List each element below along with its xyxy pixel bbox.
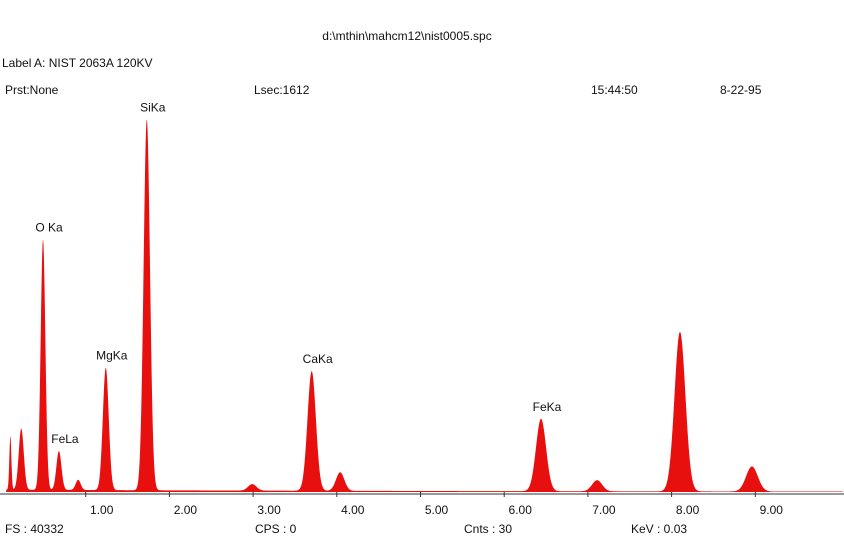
x-axis-ticks: 1.00 2.00 3.00 4.00 5.00 6.00 7.00 8.00 9.00 [85,492,784,517]
date: 8-22-95 [720,83,762,97]
x-tick-label: 7.00 [592,503,616,517]
time: 15:44:50 [591,83,638,97]
x-tick-label: 6.00 [509,503,533,517]
file-path: d:\mthin\mahcm12\nist0005.spc [322,29,491,43]
x-tick-label: 8.00 [676,503,700,517]
preset: Prst:None [5,83,59,97]
live-seconds: Lsec:1612 [254,83,310,97]
kev-readout: KeV : 0.03 [631,522,687,536]
plot-area [2,119,844,492]
x-tick-label: 1.00 [90,503,114,517]
x-tick-label: 3.00 [257,503,281,517]
peak-label: MgKa [96,349,128,363]
peak-label: FeLa [51,432,79,446]
x-tick-label: 4.00 [341,503,365,517]
peak-label: FeKa [533,400,562,414]
x-tick-label: 5.00 [425,503,449,517]
spectrum-area [2,119,844,492]
x-tick-label: 2.00 [174,503,198,517]
x-tick-label: 9.00 [760,503,784,517]
peak-labels: O Ka FeLa MgKa SiKa CaKa FeKa [35,100,561,446]
peak-label: CaKa [303,352,333,366]
peak-label: SiKa [140,100,166,114]
counts: Cnts : 30 [464,522,512,536]
full-scale: FS : 40332 [5,522,64,536]
peak-label: O Ka [35,220,63,234]
cps: CPS : 0 [255,522,297,536]
spectrum-label: Label A: NIST 2063A 120KV [2,56,153,70]
